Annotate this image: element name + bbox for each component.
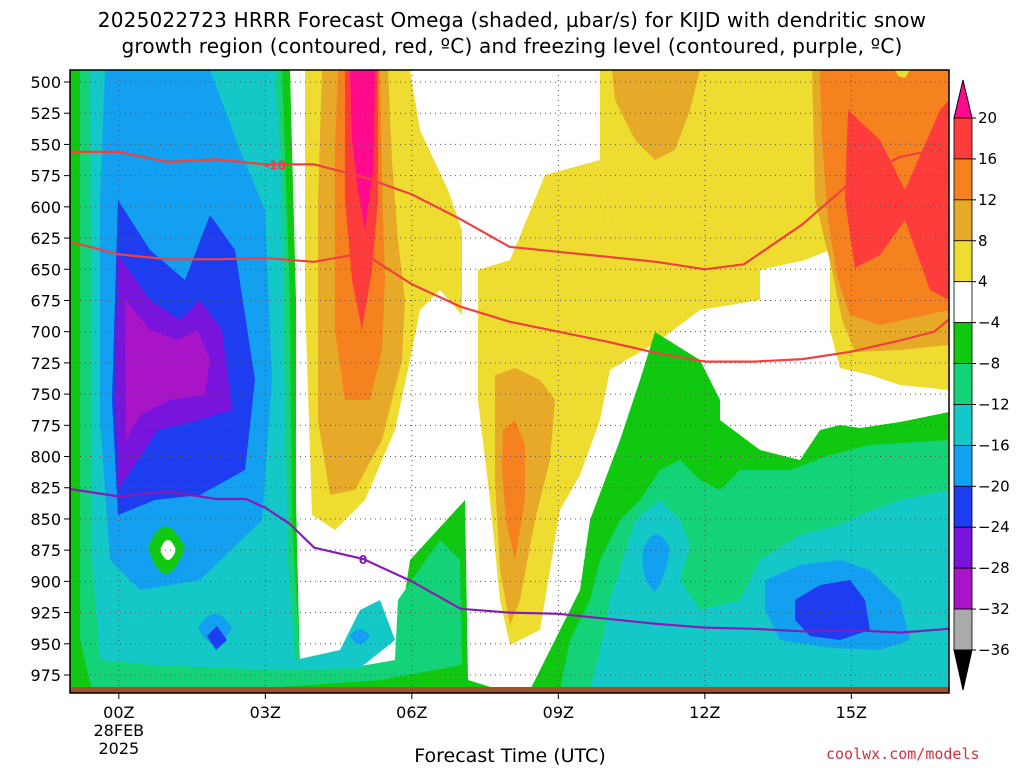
colorbar-label: −32 — [978, 600, 1010, 618]
colorbar-swatch — [953, 526, 973, 569]
omega-fill-plus8-upper-mid — [612, 70, 700, 160]
y-tick-label: 875 — [30, 541, 61, 560]
contour-label-0: 0 — [359, 553, 367, 567]
y-tick-label: 525 — [30, 104, 61, 123]
y-tick-label: 825 — [30, 479, 61, 498]
colorbar-label: −24 — [978, 518, 1010, 536]
omega-fill-plus4-col2 — [478, 160, 760, 645]
colorbar-swatch — [953, 444, 973, 487]
y-tick-label: 500 — [30, 73, 61, 92]
y-tick-label: 950 — [30, 635, 61, 654]
colorbar-label: 20 — [978, 109, 997, 127]
colorbar-label: −16 — [978, 436, 1010, 454]
omega-shading — [70, 70, 949, 690]
omega-cell-lowleft-white — [160, 540, 176, 560]
colorbar-swatch — [953, 404, 973, 446]
chart-title-line2: growth region (contoured, red, ºC) and f… — [121, 34, 903, 58]
colorbar-label: 16 — [978, 150, 997, 168]
y-tick-label: 625 — [30, 229, 61, 248]
grid-lines — [70, 70, 949, 690]
colorbar-label: −20 — [978, 477, 1010, 495]
y-tick-label: 975 — [30, 666, 61, 685]
plot-frame — [69, 69, 950, 694]
colorbar-swatch — [953, 79, 973, 119]
y-tick-label: 700 — [30, 323, 61, 342]
y-tick-label: 600 — [30, 198, 61, 217]
omega-fill-plus20-col1 — [350, 70, 375, 230]
colorbar-label: 8 — [978, 232, 988, 250]
y-tick-label: 800 — [30, 448, 61, 467]
source-credit: coolwx.com/models — [826, 745, 980, 763]
x-tick-year-label: 2025 — [98, 739, 139, 758]
y-axis: 500 525 550 575 600 625 650 675 700 725 750 775 800 8… — [30, 73, 70, 685]
colorbar-label: −12 — [978, 395, 1010, 413]
y-tick-label: 750 — [30, 385, 61, 404]
y-tick-label: 925 — [30, 604, 61, 623]
x-tick-label: 12Z — [689, 703, 720, 722]
x-tick-label: 03Z — [250, 703, 281, 722]
colorbar-swatch — [953, 608, 973, 651]
omega-cell-lowleft-darkblue — [207, 626, 227, 650]
x-tick-label: 15Z — [836, 703, 867, 722]
colorbar-swatch — [953, 240, 973, 283]
omega-cell-plus4-topright — [895, 70, 910, 78]
x-tick-label: 06Z — [396, 703, 427, 722]
contour-label--18: -18 — [264, 158, 286, 172]
colorbar-swatch — [953, 322, 973, 364]
colorbar-swatch — [953, 158, 973, 201]
x-tick-date-label: 28FEB — [94, 721, 145, 740]
colorbar-swatch — [953, 117, 973, 160]
omega-fill-minus16-right-a — [642, 534, 670, 592]
colorbar-swatch — [953, 649, 973, 691]
contour-line-0 — [70, 487, 949, 634]
colorbar-label: −4 — [978, 314, 1000, 332]
x-axis-label: Forecast Time (UTC) — [414, 745, 606, 767]
omega-cell-lowmid-blue — [350, 629, 370, 644]
x-tick-label: 00Z — [103, 703, 134, 722]
colorbar-swatch — [953, 567, 973, 610]
colorbar-label: −8 — [978, 355, 1000, 373]
colorbar-label: 4 — [978, 273, 988, 291]
colorbar-label: 12 — [978, 191, 997, 209]
omega-fill-minus28-left — [125, 300, 210, 440]
contour-line--12 — [70, 240, 949, 363]
y-tick-label: 900 — [30, 572, 61, 591]
y-tick-label: 775 — [30, 416, 61, 435]
colorbar-swatch — [953, 199, 973, 242]
y-tick-label: 675 — [30, 291, 61, 310]
colorbar-swatch — [953, 363, 973, 405]
ground-surface-bar — [70, 687, 949, 693]
y-tick-label: 850 — [30, 510, 61, 529]
omega-fill-plus16-right — [845, 100, 949, 300]
y-tick-label: 550 — [30, 135, 61, 154]
omega-fill-plus12-col2 — [502, 420, 525, 560]
y-tick-label: 650 — [30, 260, 61, 279]
x-tick-label: 09Z — [543, 703, 574, 722]
temperature-contours: -18 0 — [70, 150, 949, 634]
colorbar-swatch — [953, 485, 973, 528]
chart-title-line1: 2025022723 HRRR Forecast Omega (shaded, … — [97, 8, 927, 32]
colorbar-label: −36 — [978, 641, 1010, 659]
colorbar-swatch — [953, 281, 973, 324]
colorbar-label: −28 — [978, 559, 1010, 577]
y-tick-label: 575 — [30, 167, 61, 186]
y-tick-label: 725 — [30, 354, 61, 373]
contour-line--18 — [70, 150, 949, 271]
colorbar: 20 16 12 8 4 −4 −8 −12 −16 −20 −24 −28 −32 −36 — [953, 79, 1010, 691]
